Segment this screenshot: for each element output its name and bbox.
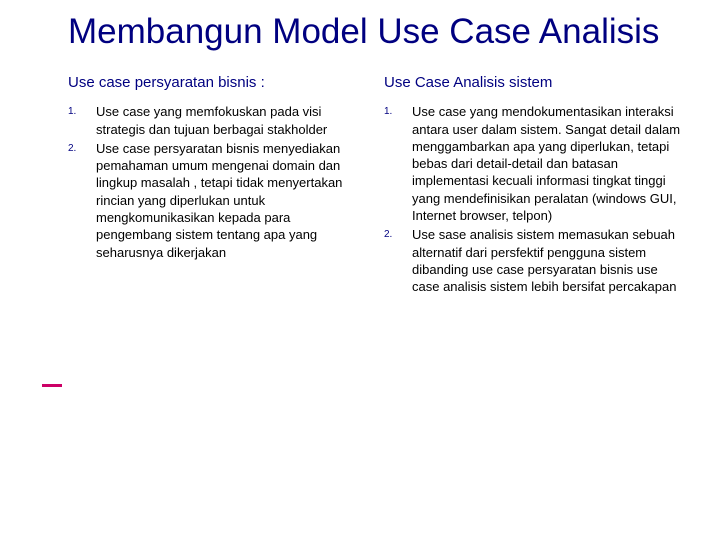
- left-column: Use case persyaratan bisnis : 1. Use cas…: [68, 74, 366, 297]
- list-text: Use sase analisis sistem memasukan sebua…: [412, 226, 682, 295]
- right-list: 1. Use case yang mendokumentasikan inter…: [384, 103, 682, 295]
- list-number: 1.: [384, 103, 412, 224]
- list-item: 1. Use case yang memfokuskan pada visi s…: [68, 103, 366, 138]
- right-heading: Use Case Analisis sistem: [384, 74, 682, 91]
- list-text: Use case persyaratan bisnis menyediakan …: [96, 140, 366, 261]
- list-number: 2.: [68, 140, 96, 261]
- columns-wrapper: Use case persyaratan bisnis : 1. Use cas…: [68, 74, 682, 297]
- left-heading: Use case persyaratan bisnis :: [68, 74, 366, 91]
- left-list: 1. Use case yang memfokuskan pada visi s…: [68, 103, 366, 261]
- list-item: 2. Use sase analisis sistem memasukan se…: [384, 226, 682, 295]
- slide-title: Membangun Model Use Case Analisis: [68, 12, 682, 52]
- slide-container: Membangun Model Use Case Analisis Use ca…: [0, 0, 720, 540]
- right-column: Use Case Analisis sistem 1. Use case yan…: [384, 74, 682, 297]
- list-text: Use case yang memfokuskan pada visi stra…: [96, 103, 366, 138]
- list-text: Use case yang mendokumentasikan interaks…: [412, 103, 682, 224]
- list-number: 1.: [68, 103, 96, 138]
- accent-bar-icon: [42, 384, 62, 387]
- list-number: 2.: [384, 226, 412, 295]
- list-item: 1. Use case yang mendokumentasikan inter…: [384, 103, 682, 224]
- list-item: 2. Use case persyaratan bisnis menyediak…: [68, 140, 366, 261]
